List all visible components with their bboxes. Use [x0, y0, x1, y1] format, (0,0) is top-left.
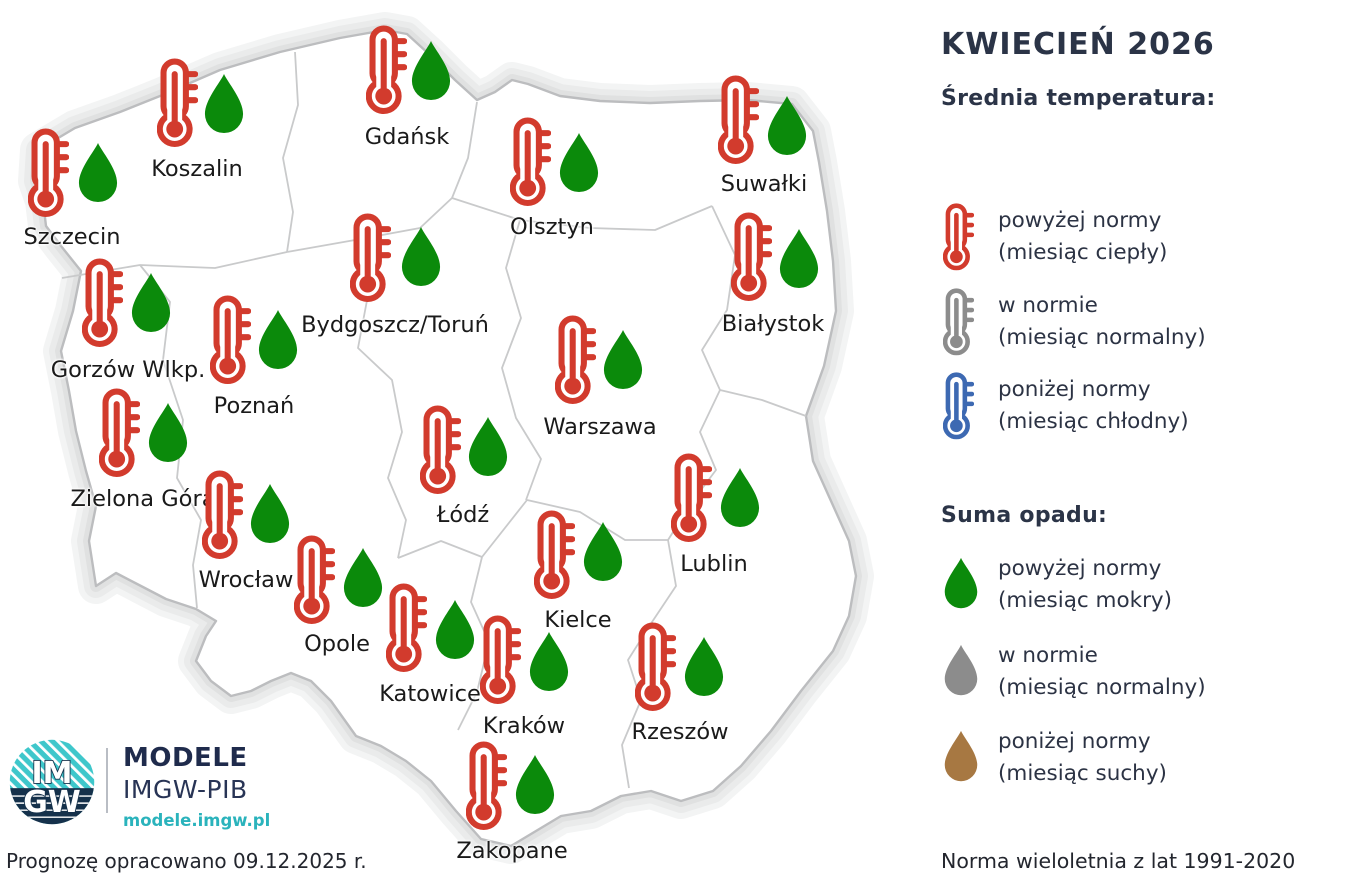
raindrop-icon: [77, 142, 119, 207]
raindrop-icon: [558, 132, 600, 197]
thermometer-icon: [555, 315, 596, 409]
raindrop-icon: [400, 226, 442, 291]
thermometer-icon: [366, 25, 407, 119]
city-label: Bydgoszcz/Toruń: [301, 312, 489, 338]
brand-modele: MODELE: [123, 743, 248, 773]
city-label: Szczecin: [23, 224, 121, 250]
city-label: Wrocław: [198, 567, 294, 593]
legend-label-line2: (miesiąc mokry): [998, 588, 1173, 613]
logo-divider: [106, 748, 108, 813]
city-label: Białystok: [721, 311, 825, 337]
thermometer-icon: [210, 295, 251, 389]
thermometer-icon: [943, 203, 974, 275]
thermometer-icon: [635, 622, 676, 716]
thermometer-icon: [943, 372, 974, 444]
city-label: Suwałki: [720, 171, 808, 197]
thermometer-icon: [386, 583, 427, 677]
raindrop-icon: [943, 730, 979, 786]
legend-label-line1: w normie: [998, 642, 1098, 668]
thermometer-icon: [466, 741, 507, 835]
city-label: Poznań: [213, 393, 295, 419]
legend-label-line2: (miesiąc ciepły): [998, 240, 1168, 265]
logo-gw-text: GW: [23, 785, 81, 820]
raindrop-icon: [147, 402, 189, 467]
legend-label-line1: powyżej normy: [998, 556, 1162, 581]
raindrop-icon: [778, 228, 820, 293]
brand-url-link[interactable]: modele.imgw.pl: [123, 811, 271, 830]
thermometer-icon: [28, 128, 69, 222]
brand-block: MODELE IMGW-PIB modele.imgw.pl: [123, 743, 270, 830]
city-label: Rzeszów: [631, 719, 729, 745]
raindrop-icon: [410, 40, 452, 105]
legend-label-line1: poniżej normy: [998, 729, 1151, 754]
city-label: Katowice: [379, 681, 481, 707]
legend-label-line2: (miesiąc chłodny): [998, 409, 1189, 434]
city-label: Kielce: [544, 607, 612, 633]
city-label: Olsztyn: [510, 214, 594, 240]
logo-im-text: IM: [32, 756, 73, 791]
city-label: Gdańsk: [364, 124, 450, 150]
raindrop-icon: [582, 521, 624, 586]
legend-label-line2: (miesiąc suchy): [998, 761, 1167, 786]
thermometer-icon: [671, 453, 712, 547]
raindrop-icon: [203, 73, 245, 138]
raindrop-icon: [683, 636, 725, 701]
page-title: KWIECIEŃ 2026: [941, 27, 1215, 62]
forecast-date-note: Prognozę opracowano 09.12.2025 r.: [6, 849, 367, 873]
thermometer-icon: [202, 470, 243, 564]
raindrop-icon: [766, 95, 808, 160]
imgw-logo: IM GW: [9, 739, 95, 825]
thermometer-icon: [718, 75, 759, 169]
raindrop-icon: [602, 329, 644, 394]
legend-label-line1: w normie: [998, 292, 1098, 318]
precipitation-legend-heading: Suma opadu:: [941, 503, 1108, 528]
raindrop-icon: [342, 547, 384, 612]
thermometer-icon: [480, 615, 521, 709]
raindrop-icon: [434, 599, 476, 664]
thermometer-icon: [99, 388, 140, 482]
raindrop-icon: [249, 483, 291, 548]
raindrop-icon: [467, 416, 509, 481]
raindrop-icon: [719, 467, 761, 532]
raindrop-icon: [528, 631, 570, 696]
raindrop-icon: [943, 557, 979, 613]
city-label: Lublin: [680, 551, 748, 577]
thermometer-icon: [510, 117, 551, 211]
legend-label-line2: (miesiąc normalny): [998, 674, 1206, 700]
city-label: Kraków: [482, 713, 566, 739]
thermometer-icon: [157, 58, 198, 152]
thermometer-icon: [82, 258, 123, 352]
legend-label-line2: (miesiąc normalny): [998, 324, 1206, 350]
city-label: Opole: [304, 631, 370, 657]
legend-label-line1: poniżej normy: [998, 377, 1151, 402]
thermometer-icon: [943, 288, 974, 360]
thermometer-icon: [294, 535, 335, 629]
city-label: Łódź: [436, 502, 490, 528]
norm-period-note: Norma wieloletnia z lat 1991-2020: [941, 849, 1296, 873]
raindrop-icon: [514, 754, 556, 819]
legend-label-line1: powyżej normy: [998, 208, 1162, 233]
brand-imgw-pib: IMGW-PIB: [123, 775, 248, 804]
raindrop-icon: [257, 309, 299, 374]
city-label: Zielona Góra: [70, 486, 216, 512]
thermometer-icon: [420, 405, 461, 499]
thermometer-icon: [731, 212, 772, 306]
raindrop-icon: [943, 644, 979, 700]
city-label: Koszalin: [151, 156, 243, 182]
city-label: Warszawa: [543, 414, 657, 440]
raindrop-icon: [130, 272, 172, 337]
temperature-legend-heading: Średnia temperatura:: [941, 86, 1216, 111]
city-label: Zakopane: [456, 838, 568, 864]
city-label: Gorzów Wlkp.: [50, 357, 206, 383]
thermometer-icon: [350, 213, 391, 307]
thermometer-icon: [534, 510, 575, 604]
